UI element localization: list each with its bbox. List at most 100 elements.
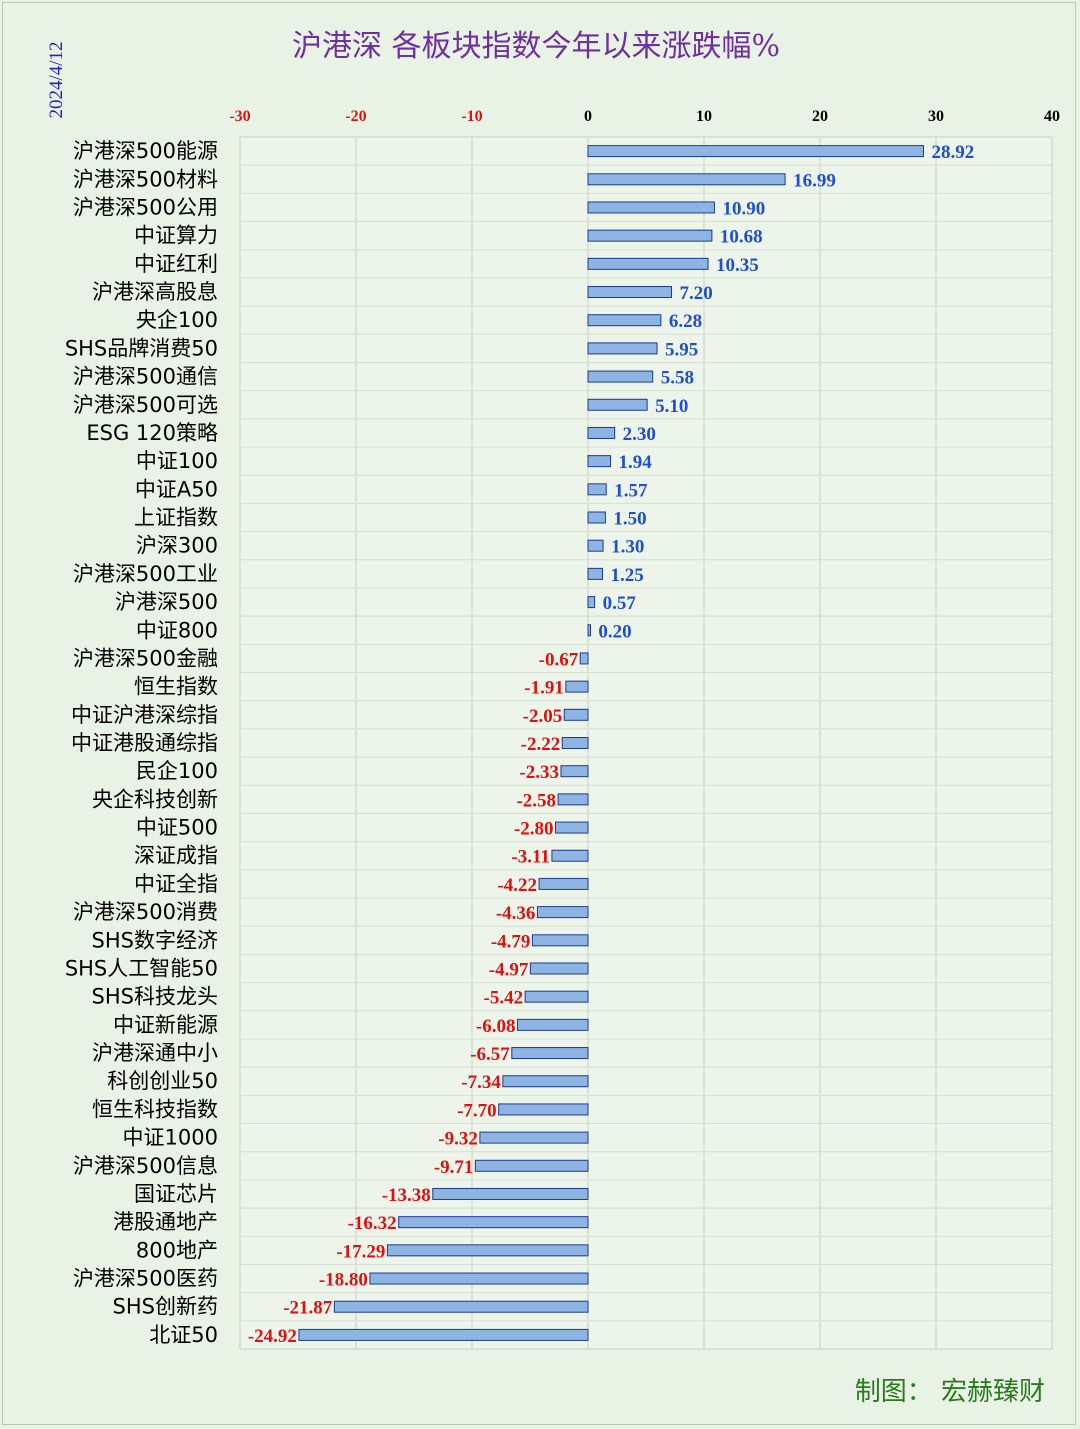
x-tick-label: -10 [461,108,482,125]
value-label: 7.20 [680,283,713,304]
category-label: 中证800 [136,618,218,642]
category-label: 中证红利 [134,252,218,276]
value-label: 5.58 [661,368,694,389]
value-label: -5.42 [484,988,524,1009]
category-label: 沪港深500通信 [73,365,218,389]
category-label: 沪港深500医药 [73,1267,218,1291]
value-label: -2.22 [521,734,561,755]
value-label: 10.90 [722,198,765,219]
value-label: -7.70 [457,1100,497,1121]
x-tick-label: -20 [345,108,366,125]
bar [524,990,589,1003]
x-tick-label: -30 [229,108,250,125]
bar [386,1244,589,1257]
bar [498,1103,589,1116]
value-label: -1.91 [524,678,564,699]
category-label: SHS创新药 [113,1295,218,1319]
bar [587,173,786,186]
value-label: 5.95 [665,339,698,360]
bar [587,624,591,637]
category-label: 沪深300 [136,534,218,558]
value-label: -24.92 [248,1326,297,1347]
category-label: 沪港深500信息 [73,1154,218,1178]
chart-title: 沪港深 各板块指数今年以来涨跌幅% [292,29,780,64]
bar [587,314,662,327]
category-label: SHS人工智能50 [65,956,218,980]
value-label: -4.79 [491,931,531,952]
x-tick-label: 20 [812,108,828,125]
x-tick-label: 40 [1044,108,1060,125]
bar [587,398,648,411]
bar [587,257,709,270]
value-label: -2.80 [514,819,554,840]
value-label: 1.94 [619,452,653,473]
category-label: 中证1000 [123,1126,218,1150]
value-label: -0.67 [539,649,579,670]
value-label: -4.97 [489,959,529,980]
x-tick-label: 30 [928,108,944,125]
category-label: 中证全指 [134,872,218,896]
chart-credit: 制图： 宏赫臻财 [855,1377,1045,1407]
grid-layer [239,137,1053,1349]
value-label: 0.57 [603,593,637,614]
bar [587,229,713,242]
value-label: -6.08 [476,1016,516,1037]
bar [579,652,589,665]
value-labels: 28.92 16.99 10.90 10.68 10.357.20 6.28 5.95 5.5… [248,142,974,1347]
value-label: 16.99 [793,170,836,191]
category-label: 沪港深通中小 [92,1041,218,1065]
value-label: -4.22 [497,875,537,896]
bar [557,793,589,806]
category-label: 北证50 [149,1323,218,1347]
category-label: SHS品牌消费50 [65,336,218,360]
value-label: 28.92 [931,142,974,163]
category-label: 港股通地产 [113,1210,218,1234]
category-label: 沪港深500材料 [73,167,218,191]
bar [560,765,589,778]
category-label: 国证芯片 [134,1182,218,1206]
bar [587,539,604,552]
category-label: SHS数字经济 [92,928,218,952]
bar [587,201,715,214]
value-label: 2.30 [623,424,656,445]
category-label: 中证沪港深综指 [71,703,218,727]
value-label: 0.20 [598,621,631,642]
category-label: 沪港深高股息 [92,280,218,304]
bar [551,849,589,862]
bar [511,1047,589,1060]
bar [587,455,612,468]
bar [587,596,596,609]
category-label: 科创创业50 [107,1069,218,1093]
bar [587,567,603,580]
bar [536,906,589,919]
bar [502,1075,589,1088]
bar [531,934,589,947]
value-label: -4.36 [496,903,536,924]
value-label: -2.05 [523,706,563,727]
bar [333,1300,589,1313]
value-label: 10.68 [720,227,763,248]
bar [516,1018,589,1031]
value-label: 1.57 [614,480,648,501]
value-label: -21.87 [283,1298,333,1319]
chart-date: 2024/4/12 [46,41,67,118]
bar [555,821,589,834]
category-label: SHS科技龙头 [92,985,218,1009]
category-label: 沪港深500 [115,590,218,614]
value-label: -16.32 [348,1213,397,1234]
category-label: 央企100 [136,308,218,332]
bar [587,370,654,383]
value-label: -6.57 [470,1044,510,1065]
category-label: 中证港股通综指 [71,731,218,755]
bar [587,145,924,158]
category-label: 中证500 [136,816,218,840]
value-label: -17.29 [336,1241,385,1262]
bar [474,1159,589,1172]
category-label: 沪港深500能源 [73,139,218,163]
bar [369,1272,589,1285]
x-tick-label: 10 [696,108,712,125]
bar [587,483,607,496]
category-label: 恒生指数 [134,675,218,699]
category-label: 沪港深500公用 [73,195,218,219]
